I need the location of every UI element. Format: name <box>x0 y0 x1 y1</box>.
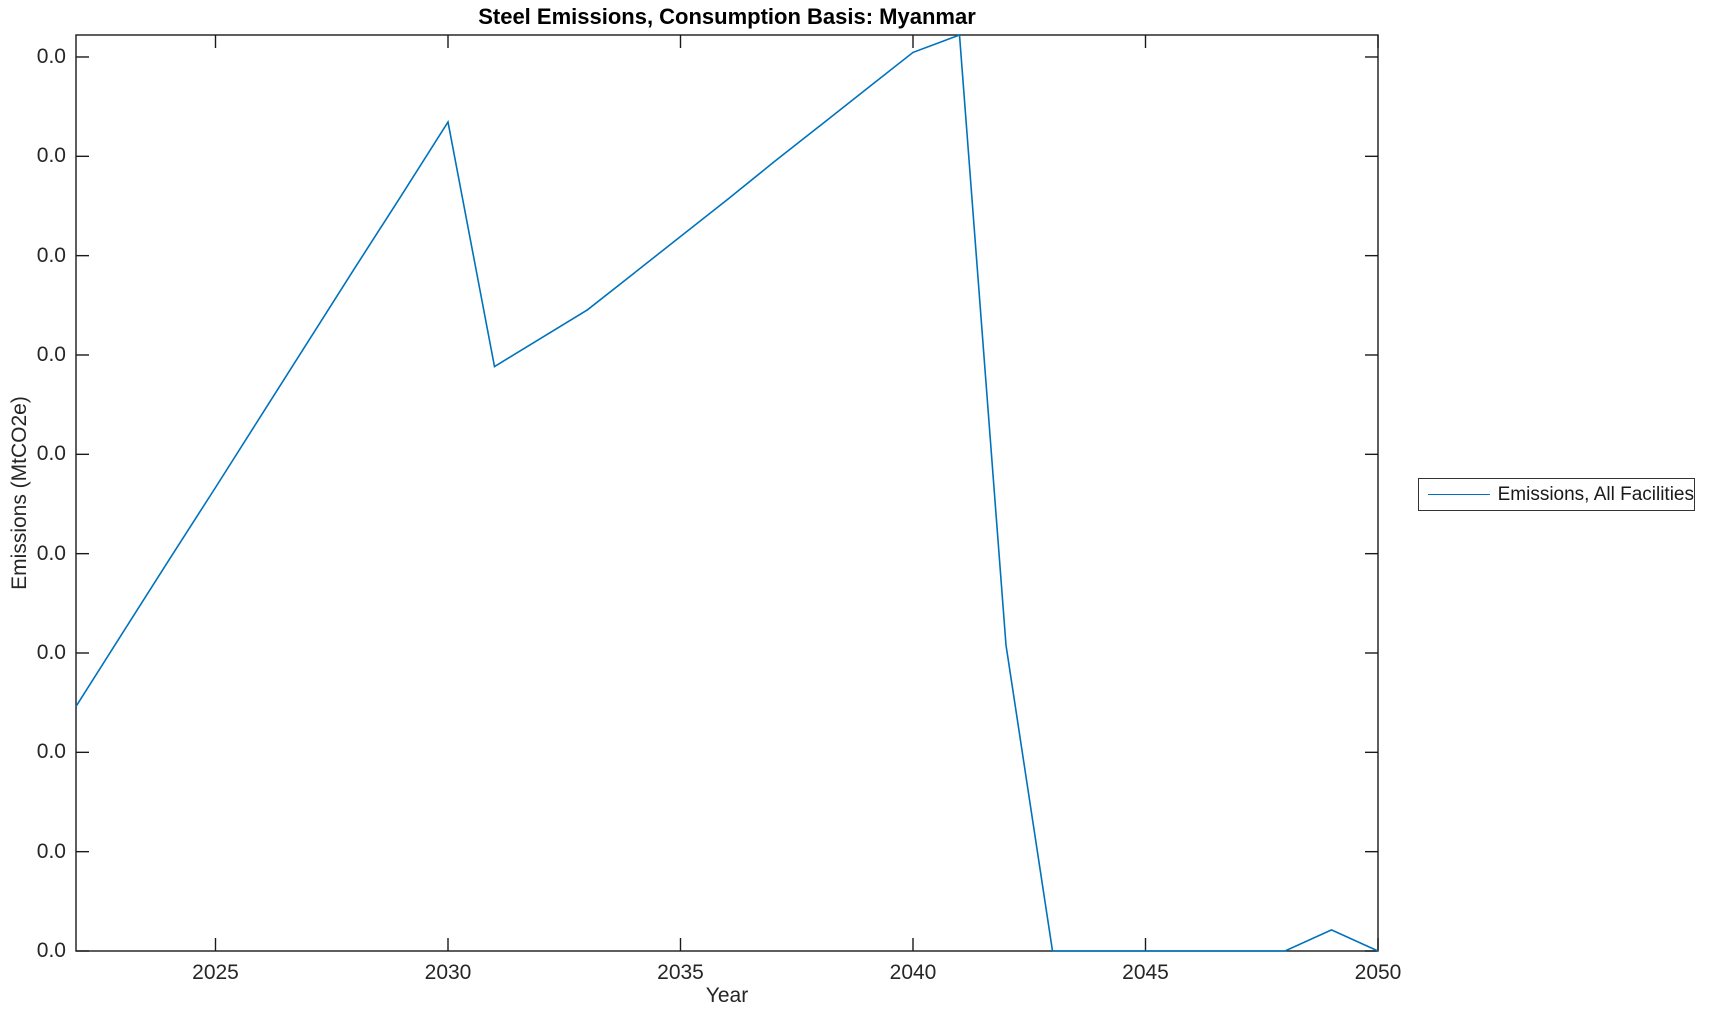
y-tick-label: 0.0 <box>36 442 66 466</box>
y-tick-label: 0.0 <box>36 939 66 962</box>
y-axis-label: Emissions (MtCO2e) <box>8 396 31 590</box>
x-tick-label: 2025 <box>192 961 239 984</box>
x-axis-label: Year <box>705 984 749 1007</box>
y-tick-label: 0.0 <box>36 342 66 366</box>
y-tick-label: 0.0 <box>36 243 66 267</box>
x-tick-label: 2040 <box>889 961 937 984</box>
plot-box-border <box>75 34 1379 952</box>
y-tick-label: 0.0 <box>36 740 66 764</box>
y-tick-label: 0.0 <box>36 44 66 68</box>
y-tick-label: 0.0 <box>36 640 66 664</box>
x-tick-label: 2045 <box>1122 961 1169 984</box>
y-tick-label: 0.0 <box>36 541 66 565</box>
legend: Emissions, All Facilities <box>1418 478 1695 511</box>
y-tick-label: 0.0 <box>36 839 66 863</box>
y-tick-label: 0.0 <box>36 144 66 168</box>
x-tick-label: 2050 <box>1354 961 1402 984</box>
x-tick-label: 2035 <box>657 961 704 984</box>
chart-title: Steel Emissions, Consumption Basis: Myan… <box>478 4 976 29</box>
x-tick-label: 2030 <box>424 961 472 984</box>
emissions-line <box>75 33 1379 952</box>
legend-entry-label: Emissions, All Facilities <box>1497 483 1694 505</box>
legend-line-sample-icon <box>1428 494 1490 495</box>
